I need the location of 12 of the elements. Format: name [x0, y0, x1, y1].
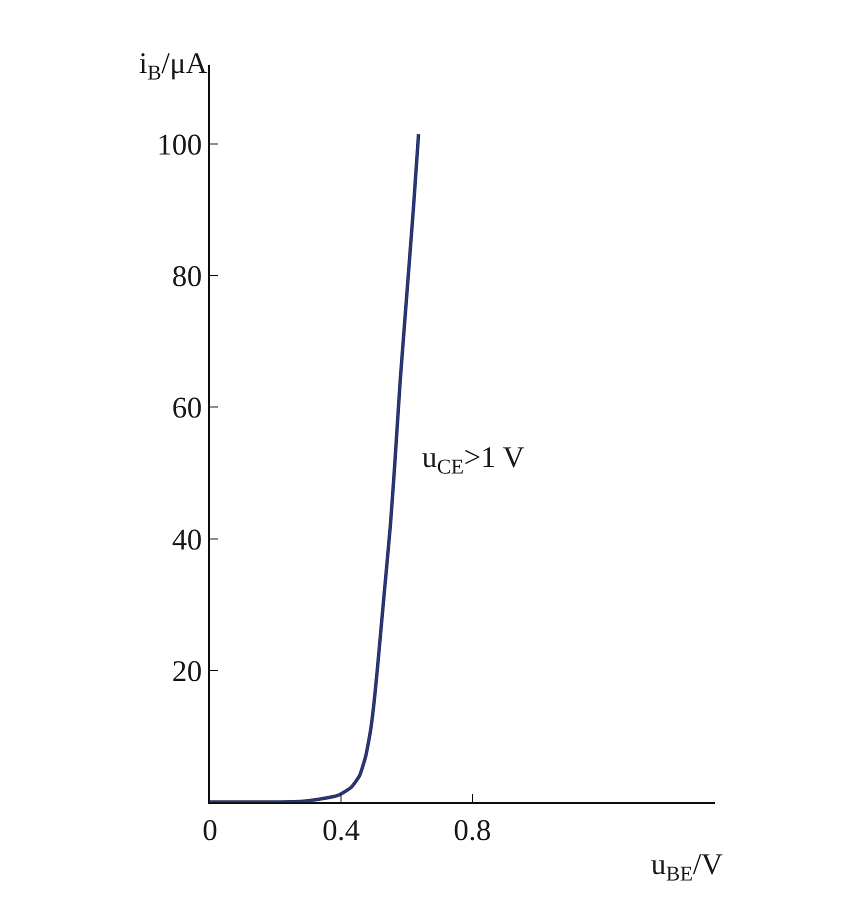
- line-series: [210, 132, 420, 802]
- y-tick-label: 20: [172, 654, 202, 688]
- x-tick-label: 0.8: [454, 814, 492, 847]
- y-tick-label: 100: [157, 128, 202, 162]
- x-tick-label: 0.4: [322, 814, 360, 847]
- y-axis-title: i$_{B}$/μA: [139, 47, 208, 84]
- x-tick-label: 0: [202, 814, 218, 847]
- y-tick-label: 60: [172, 392, 202, 425]
- x-axis-title: u$_{BE}$/V: [651, 848, 724, 886]
- y-tick-label: 80: [172, 260, 202, 294]
- annotation: u$_{CE}$>1 V: [422, 441, 525, 478]
- y-tick-label: 40: [172, 523, 202, 556]
